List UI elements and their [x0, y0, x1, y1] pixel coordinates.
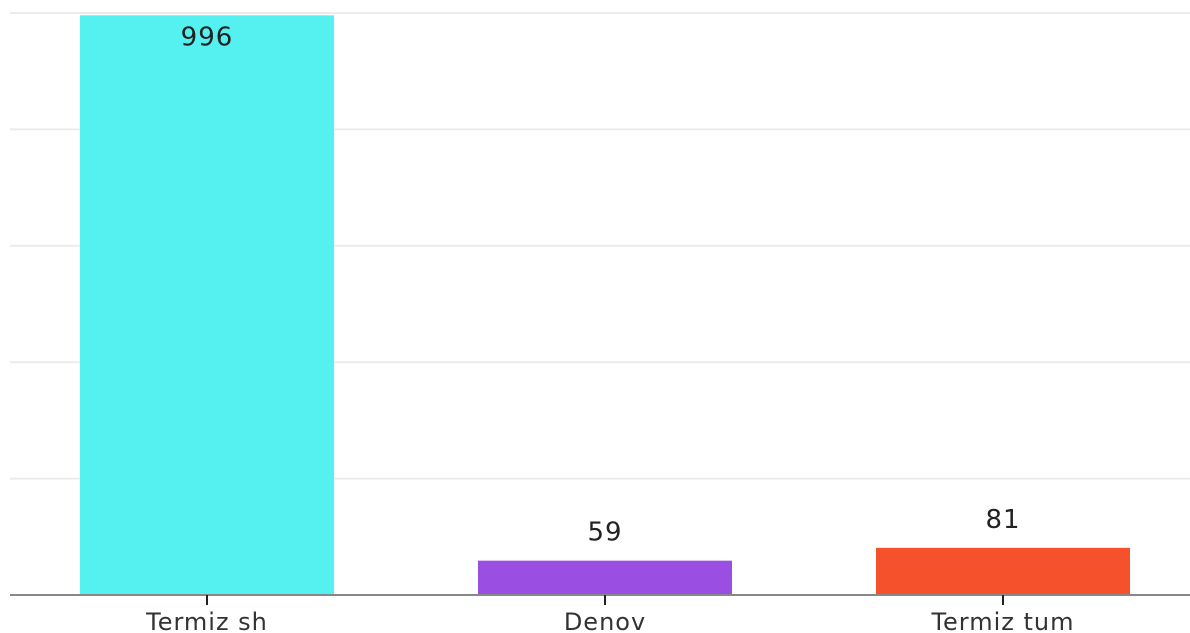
- bar-termiz-tum[interactable]: [876, 547, 1130, 595]
- data-label: 996: [181, 22, 234, 52]
- x-tick-label: Denov: [564, 608, 646, 633]
- x-axis: Termiz sh Denov Termiz tum: [10, 594, 1190, 633]
- x-tick-label: Termiz sh: [145, 608, 268, 633]
- x-tick-label: Termiz tum: [930, 608, 1074, 633]
- data-label: 59: [587, 518, 622, 548]
- bars: [80, 15, 1130, 595]
- data-label: 81: [985, 505, 1020, 535]
- bar-termiz-sh[interactable]: [80, 15, 334, 595]
- data-labels: 996 59 81: [181, 22, 1020, 548]
- bar-denov[interactable]: [478, 560, 732, 595]
